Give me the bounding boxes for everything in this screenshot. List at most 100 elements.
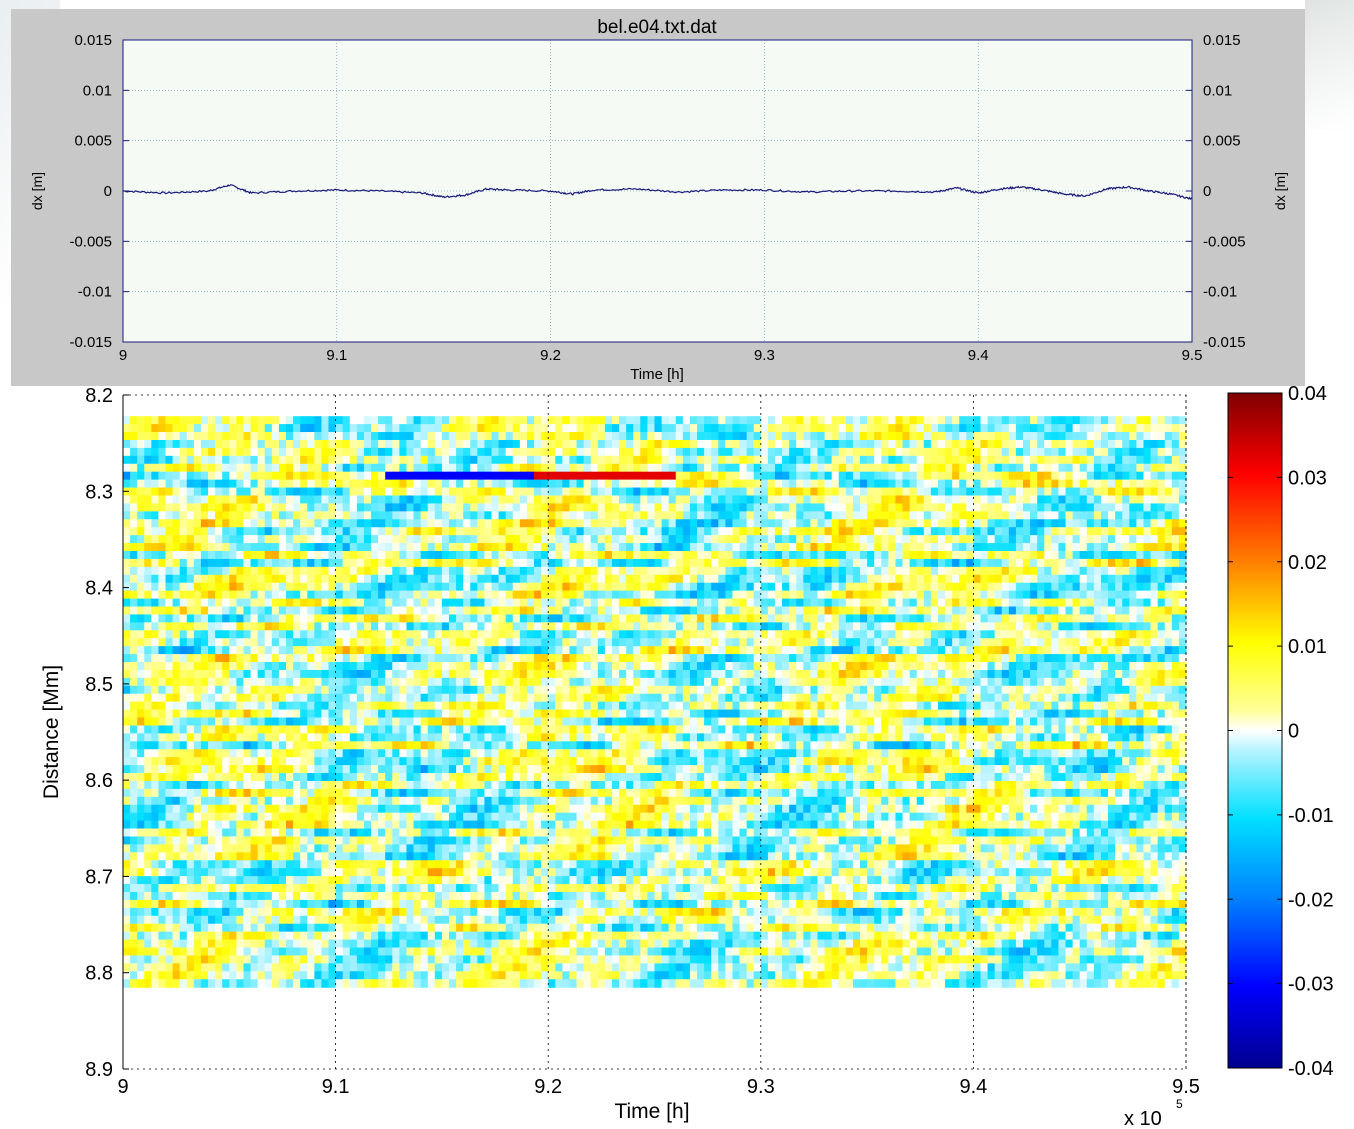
heatmap-cell — [534, 424, 542, 433]
heatmap-cell — [208, 479, 216, 489]
heatmap-cell — [930, 646, 939, 655]
heatmap-cell — [902, 511, 911, 520]
heatmap-cell — [966, 471, 974, 481]
heatmap-cell — [633, 479, 641, 489]
heatmap-cell — [420, 439, 429, 449]
heatmap-cell — [519, 471, 528, 481]
heatmap-cell — [1051, 662, 1060, 671]
heatmap-cell — [604, 535, 613, 544]
heatmap-cell — [817, 654, 826, 663]
heatmap-cell — [789, 503, 797, 512]
heatmap-cell — [611, 447, 620, 457]
heatmap-cell — [548, 432, 556, 441]
heatmap-cell — [739, 535, 748, 544]
heatmap-cell — [144, 662, 152, 671]
heatmap-cell — [994, 654, 1003, 663]
heatmap-cell — [307, 495, 315, 505]
heatmap-cell — [1051, 424, 1060, 433]
heatmap-cell — [682, 662, 691, 671]
heatmap-cell — [555, 638, 563, 647]
heatmap-cell — [824, 519, 833, 528]
heatmap-cell — [597, 654, 606, 663]
heatmap-cell — [952, 606, 960, 616]
heatmap-cell — [534, 511, 542, 520]
heatmap-cell — [1058, 527, 1067, 536]
heatmap-cell — [718, 543, 726, 552]
heatmap-cell — [371, 416, 379, 425]
heatmap-cell — [519, 479, 528, 489]
heatmap-cell — [236, 527, 245, 536]
heatmap-cell — [562, 662, 571, 671]
heatmap-cell — [590, 662, 599, 671]
heatmap-cell — [619, 439, 627, 449]
heatmap-cell — [243, 416, 252, 425]
heatmap-cell — [774, 654, 783, 663]
heatmap-cell — [300, 654, 308, 663]
heatmap-cell — [994, 638, 1003, 647]
heatmap-cell — [1079, 630, 1088, 639]
heatmap-cell — [923, 566, 932, 576]
heatmap-cell — [902, 662, 911, 671]
heatmap-cell — [852, 558, 861, 568]
heatmap-cell — [597, 622, 606, 631]
heatmap-cell — [583, 416, 592, 425]
heatmap-cell — [349, 543, 358, 552]
heatmap-cell — [569, 463, 578, 473]
heatmap-cell — [257, 463, 266, 473]
heatmap-cell — [966, 463, 974, 473]
heatmap-cell — [718, 638, 726, 647]
heatmap-cell — [342, 622, 351, 631]
line-chart-x-axis-label: Time [h] — [630, 366, 684, 383]
heatmap-cell — [661, 574, 670, 584]
heatmap-cell — [725, 646, 734, 655]
heatmap-cell — [314, 669, 323, 679]
heatmap-cell — [264, 662, 273, 671]
heatmap-cell — [746, 519, 755, 528]
heatmap-cell — [413, 527, 422, 536]
heatmap-cell — [498, 439, 507, 449]
heatmap-cell — [767, 574, 776, 584]
heatmap-cell — [1178, 598, 1187, 608]
heatmap-cell — [484, 527, 493, 536]
heatmap-cell — [1015, 574, 1024, 584]
heatmap-cell — [845, 654, 854, 663]
heatmap-cell — [860, 416, 868, 425]
heatmap-cell — [1079, 439, 1088, 449]
heatmap-cell — [1051, 598, 1060, 608]
heatmap-cell — [576, 622, 585, 631]
heatmap-cell — [980, 598, 989, 608]
heatmap-cell — [1129, 630, 1137, 639]
heatmap-cell — [831, 503, 840, 512]
heatmap-cell — [668, 495, 677, 505]
heatmap-cell — [229, 503, 237, 512]
heatmap-cell — [215, 590, 223, 600]
heatmap-cell — [597, 495, 606, 505]
heatmap-cell — [930, 527, 939, 536]
heatmap-cell — [760, 511, 769, 520]
heatmap-cell — [526, 558, 535, 568]
heatmap-cell — [285, 558, 294, 568]
heatmap-cell — [1143, 503, 1152, 512]
heatmap-cell — [1129, 424, 1137, 433]
heatmap-cell — [881, 527, 889, 536]
heatmap-cell — [746, 574, 755, 584]
heatmap-cell — [179, 471, 188, 481]
heatmap-cell — [725, 638, 734, 647]
heatmap-cell — [158, 471, 167, 481]
heatmap-cell — [824, 495, 833, 505]
heatmap-cell — [123, 622, 131, 631]
heatmap-cell — [845, 432, 854, 441]
heatmap-cell — [413, 582, 422, 592]
heatmap-cell — [647, 479, 656, 489]
heatmap-cell — [923, 638, 932, 647]
heatmap-cell — [732, 662, 741, 671]
heatmap-cell — [1093, 662, 1102, 671]
heatmap-cell — [746, 662, 755, 671]
heatmap-cell — [909, 654, 918, 663]
heatmap-cell — [392, 535, 400, 544]
heatmap-cell — [420, 551, 429, 560]
heatmap-cell — [611, 630, 620, 639]
heatmap-cell — [923, 543, 932, 552]
heatmap-cell — [1093, 495, 1102, 505]
heatmap-cell — [512, 471, 521, 481]
